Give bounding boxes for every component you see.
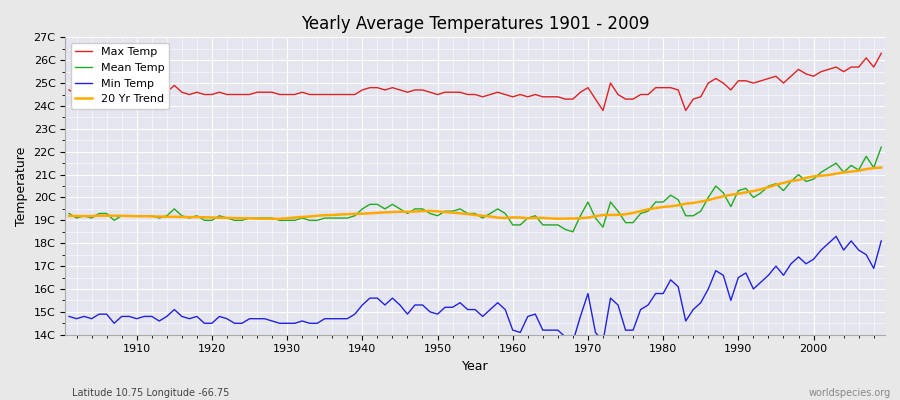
- Min Temp: [605, 296, 616, 300]
- Line: Max Temp: Max Temp: [69, 53, 881, 110]
- Min Temp: [289, 321, 300, 326]
- Max Temp: [508, 94, 518, 99]
- Min Temp: [64, 314, 75, 319]
- 20 Yr Trend: [335, 212, 346, 217]
- Max Temp: [605, 81, 616, 86]
- Mean Temp: [500, 211, 510, 216]
- Mean Temp: [289, 218, 300, 223]
- Mean Temp: [508, 222, 518, 227]
- Legend: Max Temp, Mean Temp, Min Temp, 20 Yr Trend: Max Temp, Mean Temp, Min Temp, 20 Yr Tre…: [71, 43, 169, 109]
- Min Temp: [831, 234, 842, 239]
- Mean Temp: [64, 211, 75, 216]
- 20 Yr Trend: [605, 212, 616, 217]
- Max Temp: [124, 90, 135, 95]
- Line: Mean Temp: Mean Temp: [69, 147, 881, 232]
- 20 Yr Trend: [124, 214, 135, 218]
- Mean Temp: [876, 145, 886, 150]
- 20 Yr Trend: [64, 214, 75, 218]
- Min Temp: [500, 307, 510, 312]
- 20 Yr Trend: [508, 215, 518, 220]
- X-axis label: Year: Year: [462, 360, 489, 373]
- Max Temp: [500, 92, 510, 97]
- Min Temp: [508, 328, 518, 332]
- Mean Temp: [605, 200, 616, 204]
- Min Temp: [335, 316, 346, 321]
- 20 Yr Trend: [553, 216, 563, 221]
- Max Temp: [64, 88, 75, 92]
- Text: Latitude 10.75 Longitude -66.75: Latitude 10.75 Longitude -66.75: [72, 388, 230, 398]
- Max Temp: [289, 92, 300, 97]
- Mean Temp: [568, 229, 579, 234]
- Max Temp: [876, 51, 886, 56]
- 20 Yr Trend: [289, 215, 300, 220]
- Min Temp: [124, 314, 135, 319]
- Max Temp: [598, 108, 608, 113]
- 20 Yr Trend: [500, 216, 510, 220]
- Mean Temp: [124, 213, 135, 218]
- Min Temp: [568, 339, 579, 344]
- Mean Temp: [335, 216, 346, 220]
- 20 Yr Trend: [876, 165, 886, 170]
- Y-axis label: Temperature: Temperature: [15, 146, 28, 226]
- Line: Min Temp: Min Temp: [69, 236, 881, 342]
- Max Temp: [335, 92, 346, 97]
- Line: 20 Yr Trend: 20 Yr Trend: [69, 168, 881, 219]
- Title: Yearly Average Temperatures 1901 - 2009: Yearly Average Temperatures 1901 - 2009: [301, 15, 650, 33]
- Min Temp: [876, 238, 886, 243]
- Text: worldspecies.org: worldspecies.org: [809, 388, 891, 398]
